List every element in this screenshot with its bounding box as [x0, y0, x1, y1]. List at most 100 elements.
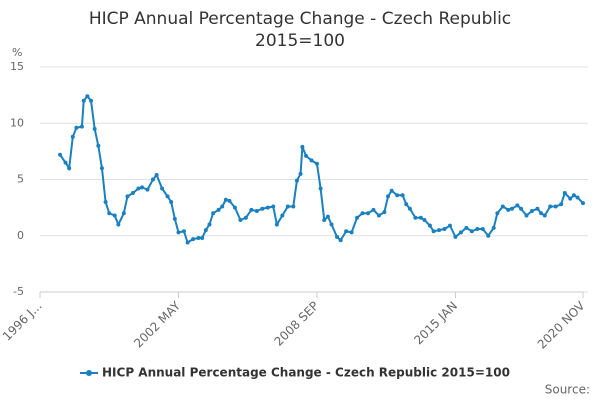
point — [260, 206, 265, 211]
point — [181, 229, 186, 234]
point — [223, 197, 228, 202]
point — [314, 161, 319, 166]
point — [442, 227, 447, 231]
point — [322, 218, 327, 222]
point — [389, 188, 394, 193]
point — [107, 211, 112, 216]
point — [338, 238, 343, 243]
point — [220, 204, 225, 209]
point — [535, 206, 540, 211]
point — [360, 211, 365, 216]
point — [172, 216, 177, 221]
point — [200, 236, 205, 240]
point — [371, 207, 376, 212]
point — [453, 234, 458, 239]
point — [63, 160, 68, 165]
point — [150, 177, 155, 182]
x-tick-label: 2002 MAY — [131, 298, 183, 350]
point — [464, 225, 469, 230]
point — [395, 193, 400, 198]
point — [355, 215, 360, 220]
point — [79, 124, 84, 129]
point — [349, 230, 354, 235]
point — [480, 227, 485, 231]
point — [89, 98, 94, 103]
point — [243, 215, 248, 220]
point — [112, 213, 117, 218]
point — [335, 234, 340, 239]
point — [318, 186, 323, 191]
point — [365, 211, 370, 216]
point — [475, 227, 480, 231]
legend-marker — [86, 370, 92, 376]
point — [271, 204, 276, 209]
point — [539, 211, 544, 216]
point — [300, 144, 305, 149]
point — [125, 194, 130, 199]
point — [515, 203, 520, 208]
legend-label: HICP Annual Percentage Change - Czech Re… — [102, 366, 510, 380]
y-tick-label: 0 — [17, 229, 24, 242]
point — [160, 186, 165, 191]
point — [542, 213, 547, 218]
point — [325, 214, 330, 219]
point — [298, 171, 303, 176]
point — [136, 186, 141, 191]
point — [447, 223, 452, 228]
point — [571, 193, 576, 198]
point — [309, 158, 314, 163]
source: Source: — [545, 383, 590, 397]
point — [469, 229, 474, 234]
point — [404, 202, 409, 207]
point — [285, 204, 290, 209]
y-tick-label: -5 — [13, 285, 24, 298]
chart-title: HICP Annual Percentage Change - Czech Re… — [88, 9, 512, 51]
point — [329, 222, 334, 227]
point — [121, 211, 126, 216]
point — [437, 228, 442, 233]
point — [491, 225, 496, 230]
point — [81, 98, 86, 103]
point — [519, 206, 524, 211]
point — [568, 196, 573, 201]
point — [400, 193, 405, 198]
series-line — [59, 94, 584, 245]
point — [559, 202, 564, 207]
point — [196, 236, 201, 240]
point — [238, 218, 243, 222]
point — [529, 209, 534, 213]
point — [216, 207, 221, 212]
point — [191, 237, 196, 242]
point — [562, 191, 567, 195]
point — [500, 204, 505, 209]
y-axis-label: % — [12, 46, 22, 59]
x-tick-label: 1996 J... — [0, 299, 45, 344]
point — [207, 222, 212, 227]
point — [304, 153, 309, 158]
point — [211, 211, 216, 216]
point — [524, 213, 529, 218]
y-tick-label: 10 — [10, 116, 24, 129]
point — [386, 194, 391, 199]
point — [92, 126, 97, 131]
point — [382, 210, 387, 215]
point — [103, 200, 108, 204]
point — [506, 207, 511, 212]
point — [169, 200, 174, 204]
point — [575, 195, 580, 200]
point — [280, 213, 285, 218]
point — [154, 173, 159, 177]
point — [58, 152, 63, 157]
point — [165, 194, 170, 199]
point — [407, 206, 412, 211]
point — [486, 233, 491, 238]
point — [581, 201, 585, 206]
point — [249, 207, 254, 212]
point — [185, 240, 190, 245]
point — [145, 187, 150, 192]
y-tick-label: 15 — [10, 60, 24, 73]
point — [495, 211, 500, 216]
point — [140, 185, 145, 190]
point — [376, 213, 381, 218]
